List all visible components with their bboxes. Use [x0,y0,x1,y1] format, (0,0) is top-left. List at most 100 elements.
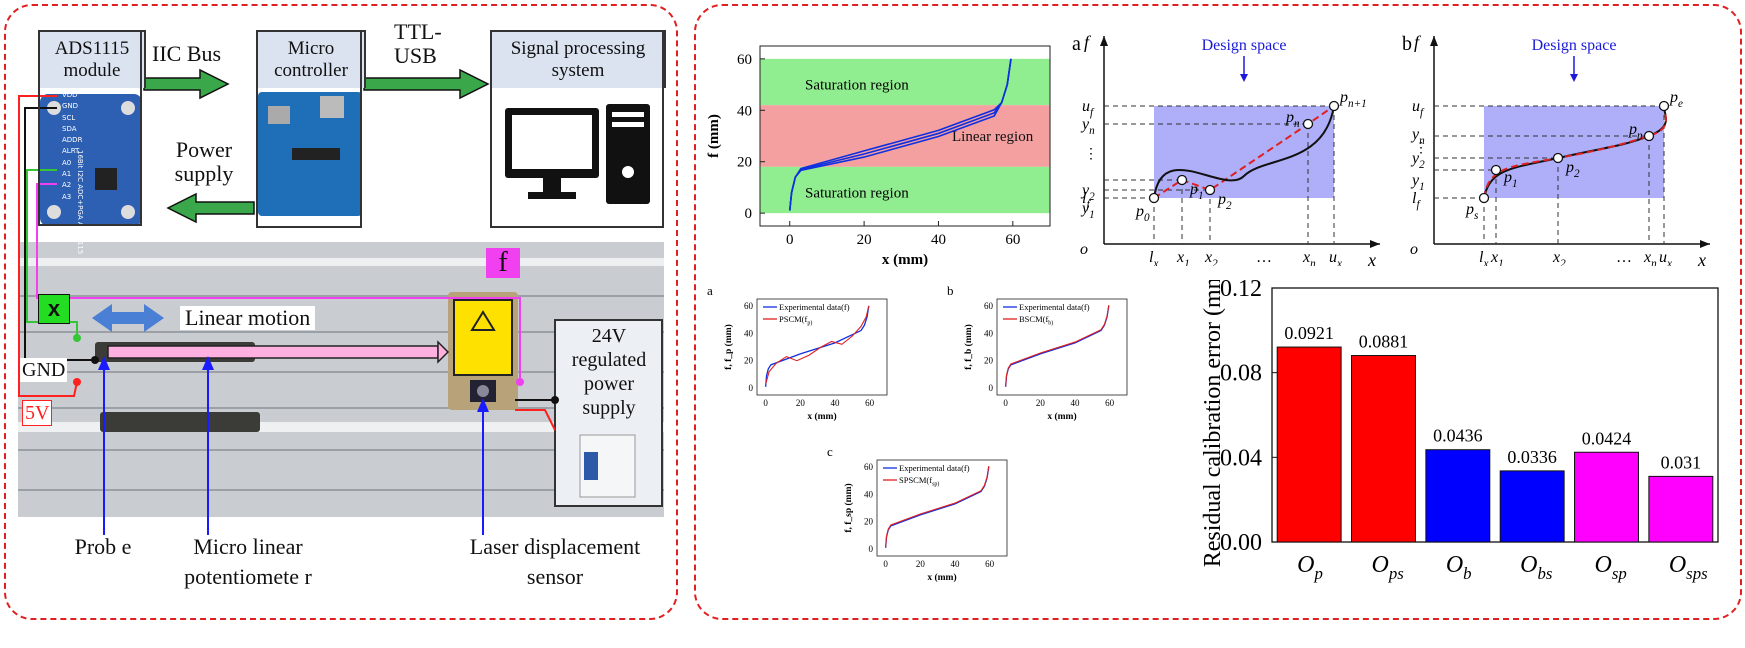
plot-frame [876,459,1008,557]
adc-pin-label: A1 [62,170,72,179]
y-axis-label: f, f_sp (mm) [843,483,854,532]
left-panel [4,4,678,620]
legend-label: PSCM(fp) [779,314,812,327]
signal-system-box: Signal processing system [490,30,666,88]
plot-frame [996,298,1128,396]
left-illustration [18,68,664,535]
linear-motion-label: Linear motion [180,306,316,330]
adc-pin-label: GND [62,102,79,111]
x-label: xn [1643,249,1657,266]
panel-letter: b [1402,33,1412,55]
x-label: ux [1329,249,1342,266]
ttl-usb-label: TTL-USB [394,19,442,68]
point-label: pe [1669,89,1683,110]
saturation-band-top [760,58,1050,106]
y-tick-label: 20 [864,517,874,527]
x-tick-label: 60 [1005,232,1020,248]
y-tick-label: 0.00 [1220,530,1262,556]
top-chart: 0 20 40 60 0 20 40 60 x (mm) f (mm) Saturation reg… [706,45,1051,268]
design-space-arrowhead [1240,74,1248,82]
f-axis-label: f [1084,32,1092,52]
small-chart-c: c Experimental data(f) SPSCM(fsp) 0 20 40 60 0 2… [827,446,1008,583]
adc-pin-label: ALRT [62,147,80,156]
x-label: x1 [1490,249,1504,266]
category-label: Ob [1446,552,1472,583]
y-label: lf [1412,190,1421,211]
y-label: y2 [1080,182,1095,203]
x-tick-label: 0 [786,232,794,248]
y-label: y1 [1080,200,1095,221]
y-ellipsis: ⋮ [1084,147,1098,162]
origin-label: o [1080,241,1088,258]
y-label: yn [1410,126,1425,147]
control-point [1643,130,1655,142]
y-tick-label: 0.12 [1220,280,1262,302]
adc-module-label: ADS1115 module [54,38,130,81]
y-tick-label: 20 [744,356,754,366]
bar [1574,451,1639,543]
f-tag: f [486,248,520,278]
legend-label: SPSCM(fsp) [899,475,939,488]
control-point [1302,118,1314,130]
y-label: y2 [1410,150,1425,171]
y-label: uf [1412,98,1425,119]
x-label: ux [1659,249,1672,266]
y-tick-label: 0.08 [1220,361,1262,387]
y-axis-label: f, f_p (mm) [723,324,734,370]
x-tick-label: 0 [763,398,768,408]
category-label: Osps [1669,552,1708,583]
small-chart-a: a Experimental data(f) PSCM(fp) 0 20 40 60 0 20 4… [707,285,888,422]
plot-frame [759,45,1051,227]
design-space-label: Design space [1202,37,1287,54]
x-tag: x [38,294,70,324]
x-tick-label: 20 [1036,398,1046,408]
psu-label: 24V regulated power supply [571,325,647,419]
point-label: p1 [1189,181,1204,202]
x-tick-label: 60 [1105,398,1115,408]
x-tick-label: 0 [883,559,888,569]
y-tick-label: 0 [749,383,754,393]
adc-pin-label: ADDR [62,136,83,145]
design-space-arrowhead [1570,74,1578,82]
linear-band [760,105,1050,167]
y-tick-label: 60 [984,301,994,311]
gnd-label: GND [20,358,68,382]
panel-letter: c [827,446,833,459]
experimental-curve [765,305,870,387]
adc-pin-list: VDD GND SCL SDA ADDR ALRT A0 A1 A2 A3 [62,90,92,203]
region-label: Saturation region [805,78,909,94]
control-point [1552,152,1564,164]
y-axis-arrow [1100,36,1108,46]
legend-label: BSCM(fb) [1019,314,1053,327]
y-tick-label: 0 [745,206,753,222]
bar [1648,475,1714,543]
x-axis-label: x (mm) [807,411,836,422]
y-label: lf [1082,190,1091,211]
linear-fit [1153,105,1335,199]
y-tick-label: 40 [737,103,752,119]
y-tick-label: 40 [864,489,874,499]
category-label: Op [1297,552,1323,583]
point-label: pn+1 [1339,89,1367,110]
right-panel [694,4,1742,620]
adc-pin-label: A0 [62,158,72,167]
probe-label: Prob e [74,534,132,559]
fit-curve [1483,105,1667,199]
control-point [1478,192,1490,204]
bar-value-label: 0.0436 [1433,426,1483,446]
bar-chart: 0.00 0.04 0.08 0.12 0.0921 Op 0.0881 Ops 0.0436 O… [1200,280,1719,583]
adc-pin-label: SDA [62,124,77,133]
small-chart-b: b Experimental data(f) BSCM(fb) 0 20 40 60 0 20 4… [947,285,1128,422]
origin-label: o [1410,241,1418,258]
y-label: yn [1080,116,1095,137]
panel-letter: b [947,285,954,298]
bar-value-label: 0.0424 [1582,428,1632,448]
x-tick-label: 20 [916,559,926,569]
y-tick-label: 60 [864,462,874,472]
plot-frame [756,298,888,396]
control-point [1490,164,1502,176]
saturation-band-bottom [760,166,1050,214]
mcu-label: Micro controller [274,38,348,81]
point-label: pn [1285,109,1300,130]
